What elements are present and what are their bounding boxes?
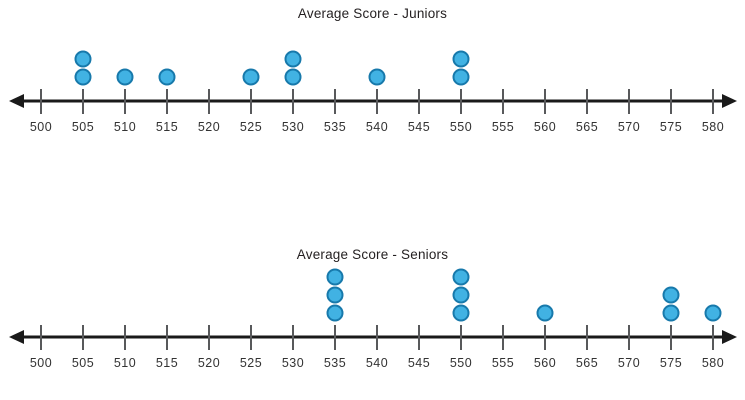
tick-label: 540 [366, 120, 388, 134]
tick-label: 520 [198, 356, 220, 370]
tick-label: 500 [30, 120, 52, 134]
tick-label: 550 [450, 120, 472, 134]
data-dots [74, 50, 470, 86]
right-arrow-icon [722, 330, 737, 344]
tick-label: 550 [450, 356, 472, 370]
data-dot [74, 68, 92, 86]
tick-label: 520 [198, 120, 220, 134]
data-dot [452, 268, 470, 286]
data-dot [368, 68, 386, 86]
juniors-number-line: 500 505 510 515 520 525 530 535 540 545 550 555 560 5… [9, 50, 737, 134]
data-dot [452, 286, 470, 304]
tick-label: 525 [240, 356, 262, 370]
tick-label: 515 [156, 120, 178, 134]
tick-label: 560 [534, 356, 556, 370]
left-arrow-icon [9, 94, 24, 108]
tick-label: 560 [534, 120, 556, 134]
axis-ticks: 500 505 510 515 520 525 530 535 540 545 550 555 560 5… [30, 325, 724, 370]
seniors-plot-title: Average Score - Seniors [296, 247, 449, 262]
left-arrow-icon [9, 330, 24, 344]
data-dot [326, 286, 344, 304]
data-dot [284, 68, 302, 86]
tick-label: 525 [240, 120, 262, 134]
data-dot [116, 68, 134, 86]
data-dots [326, 268, 722, 322]
tick-label: 510 [114, 356, 136, 370]
tick-label: 530 [282, 356, 304, 370]
tick-label: 580 [702, 356, 724, 370]
data-dot [536, 304, 554, 322]
seniors-number-line: 500 505 510 515 520 525 530 535 540 545 550 555 560 5… [9, 268, 737, 370]
tick-label: 565 [576, 120, 598, 134]
seniors-dot-plot: Average Score - Seniors 500 505 510 515 520 5… [0, 236, 745, 396]
tick-label: 565 [576, 356, 598, 370]
data-dot [662, 304, 680, 322]
number-line-axis [9, 330, 737, 344]
tick-label: 535 [324, 356, 346, 370]
tick-label: 500 [30, 356, 52, 370]
tick-label: 510 [114, 120, 136, 134]
data-dot [158, 68, 176, 86]
juniors-dot-plot: Average Score - Juniors 500 505 510 515 520 5… [0, 0, 745, 160]
data-dot [662, 286, 680, 304]
data-dot [326, 304, 344, 322]
data-dot [452, 50, 470, 68]
data-dot [284, 50, 302, 68]
tick-label: 545 [408, 356, 430, 370]
data-dot [326, 268, 344, 286]
juniors-plot-title: Average Score - Juniors [297, 6, 448, 21]
tick-label: 540 [366, 356, 388, 370]
number-line-axis [9, 94, 737, 108]
tick-label: 535 [324, 120, 346, 134]
tick-label: 530 [282, 120, 304, 134]
tick-label: 575 [660, 120, 682, 134]
axis-ticks: 500 505 510 515 520 525 530 535 540 545 550 555 560 5… [30, 89, 724, 134]
data-dot [704, 304, 722, 322]
tick-label: 580 [702, 120, 724, 134]
tick-label: 555 [492, 120, 514, 134]
tick-label: 505 [72, 356, 94, 370]
data-dot [242, 68, 260, 86]
tick-label: 575 [660, 356, 682, 370]
data-dot [452, 304, 470, 322]
tick-label: 505 [72, 120, 94, 134]
tick-label: 545 [408, 120, 430, 134]
tick-label: 570 [618, 120, 640, 134]
data-dot [74, 50, 92, 68]
data-dot [452, 68, 470, 86]
tick-label: 515 [156, 356, 178, 370]
tick-label: 555 [492, 356, 514, 370]
tick-label: 570 [618, 356, 640, 370]
right-arrow-icon [722, 94, 737, 108]
